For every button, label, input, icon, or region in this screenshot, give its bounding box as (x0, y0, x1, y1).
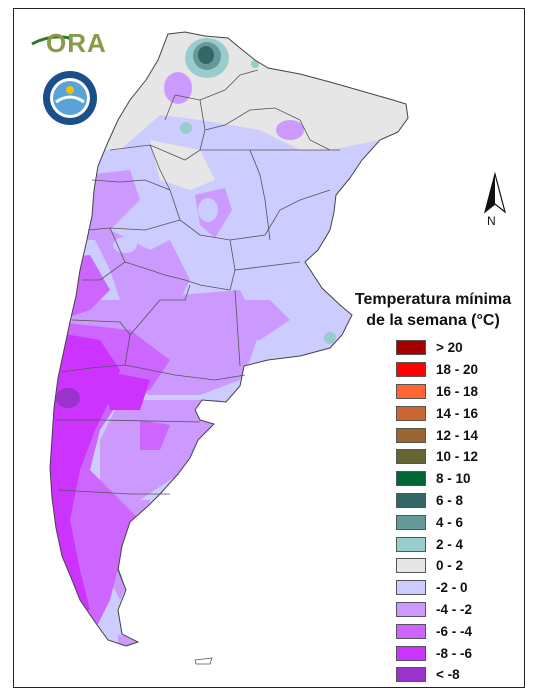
legend-label: 4 - 6 (436, 514, 464, 530)
zone-2-4-spot-ne (251, 60, 259, 68)
zone-2-4-coast (324, 332, 336, 344)
legend-swatch (396, 362, 426, 378)
legend-title-line1: Temperatura mínima (354, 291, 512, 308)
legend-label: 14 - 16 (436, 405, 479, 421)
legend-swatch (396, 667, 426, 683)
zone-minus2-0-spot (198, 198, 218, 222)
legend-label: 18 - 20 (436, 362, 479, 378)
legend-swatch (396, 645, 426, 661)
ora-logo (30, 26, 106, 60)
zone-minus4-minus2-patagonia (100, 400, 220, 520)
legend-label: -6 - -4 (436, 623, 473, 639)
legend-label: 6 - 8 (436, 492, 464, 508)
legend-swatch (396, 623, 426, 639)
legend-label: -8 - -6 (436, 645, 473, 661)
zone-0-2-central (150, 140, 215, 190)
island-outline (194, 657, 213, 665)
legend-item: -2 - 0 (396, 577, 478, 599)
legend-item: 8 - 10 (396, 468, 478, 490)
legend-swatch (396, 580, 426, 596)
legend-swatch (396, 558, 426, 574)
legend-item: 4 - 6 (396, 511, 478, 533)
legend-swatch (396, 449, 426, 465)
legend-item: 6 - 8 (396, 490, 478, 512)
ora-logo-text: ORA (46, 28, 107, 58)
legend-swatch (396, 601, 426, 617)
legend-item: -4 - -2 (396, 599, 478, 621)
zone-minus6-minus4-spot (140, 420, 170, 450)
legend-item: 16 - 18 (396, 381, 478, 403)
north-arrow-icon (480, 171, 510, 232)
legend-label: 12 - 14 (436, 427, 479, 443)
zone-minus4-minus2-nw (164, 72, 192, 104)
legend-swatch (396, 340, 426, 356)
legend-label: 8 - 10 (436, 471, 471, 487)
legend-label: < -8 (436, 667, 460, 683)
legend-label: 10 - 12 (436, 449, 479, 465)
legend-item: 14 - 16 (396, 402, 478, 424)
legend-title: Temperatura mínima de la semana (°C) (338, 289, 528, 331)
country-outline (49, 31, 409, 647)
legend-item: 2 - 4 (396, 533, 478, 555)
legend-label: -4 - -2 (436, 601, 473, 617)
legend-label: 2 - 4 (436, 536, 464, 552)
legend-item: 0 - 2 (396, 555, 478, 577)
legend-swatch (396, 514, 426, 530)
legend-swatch (396, 492, 426, 508)
legend-item: 10 - 12 (396, 446, 478, 468)
legend-title-line2: de la semana (°C) (366, 312, 500, 329)
legend-item: > 20 (396, 337, 478, 359)
zone-minus4-minus2-ne (276, 120, 304, 140)
legend-label: 16 - 18 (436, 383, 479, 399)
zone-0-2-northeast (320, 100, 360, 130)
legend-item: -6 - -4 (396, 620, 478, 642)
north-arrow-label: N (487, 214, 496, 228)
zone-below-minus8 (56, 388, 80, 408)
legend-label: -2 - 0 (436, 580, 468, 596)
zone-minus2-0-spot-west (113, 237, 137, 253)
zone-6-8-peak (198, 46, 214, 64)
legend-swatch (396, 405, 426, 421)
legend-swatch (396, 471, 426, 487)
zone-minus4-minus2-tierra-del-fuego (118, 635, 150, 646)
legend-swatch (396, 427, 426, 443)
legend-item: -8 - -6 (396, 642, 478, 664)
legend-item: 12 - 14 (396, 424, 478, 446)
zone-2-4-spot (180, 122, 192, 134)
zone-minus8-minus6-center (100, 370, 150, 410)
legend-item: < -8 (396, 664, 478, 686)
legend-label: > 20 (436, 340, 463, 356)
legend-item: 18 - 20 (396, 359, 478, 381)
legend: > 20 18 - 20 16 - 18 14 - 16 12 - 14 10 … (396, 337, 478, 686)
province-borders (55, 69, 340, 591)
legend-swatch (396, 383, 426, 399)
zone-minus4-minus2-pampa (200, 300, 290, 340)
legend-swatch (396, 536, 426, 552)
legend-label: 0 - 2 (436, 558, 464, 574)
smn-seal-icon (42, 70, 98, 126)
